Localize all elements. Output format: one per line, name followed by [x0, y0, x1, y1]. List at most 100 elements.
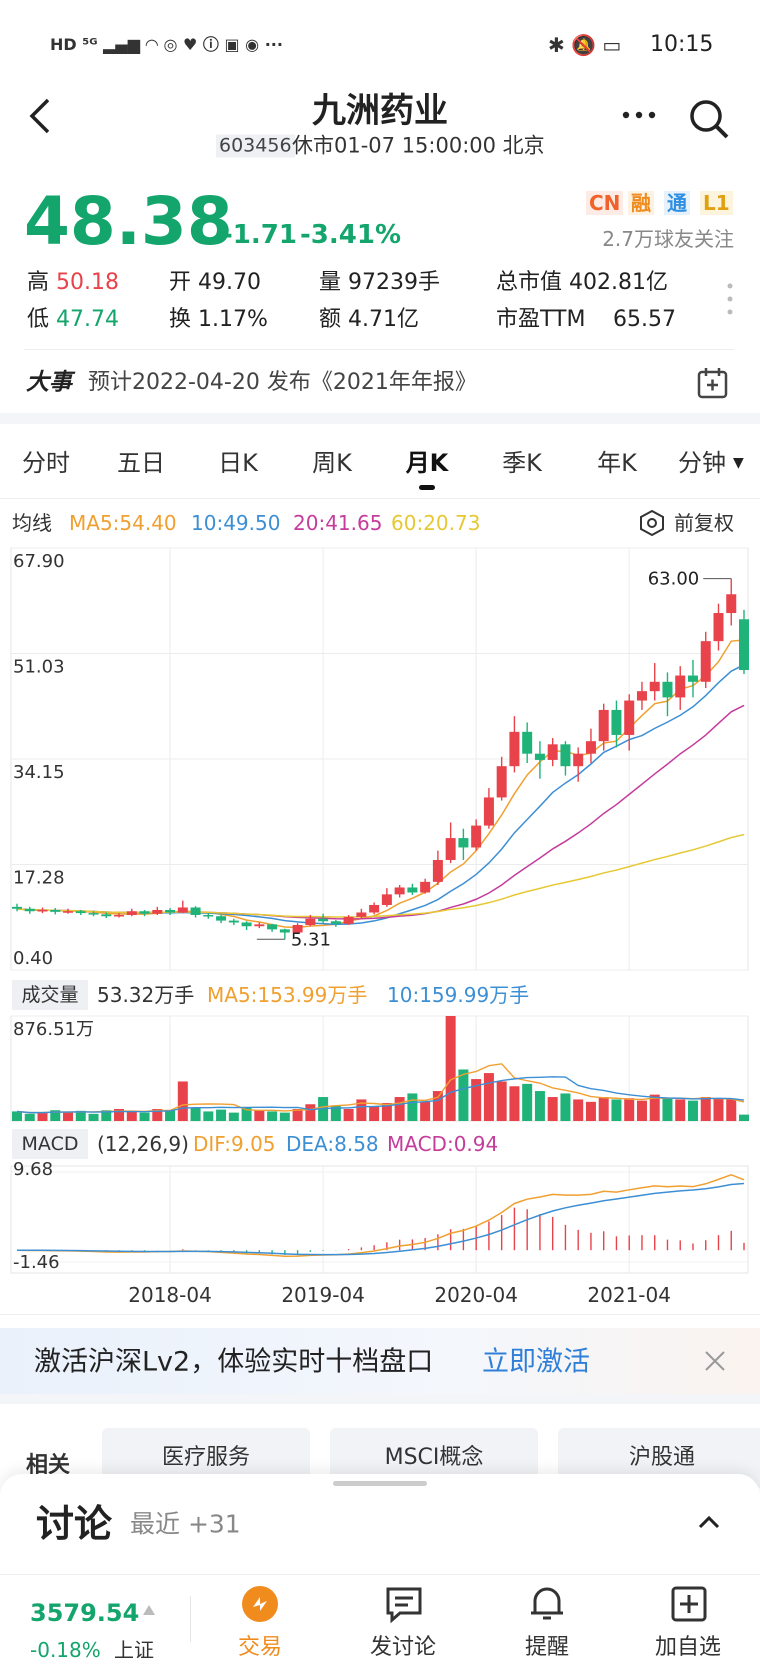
back-button[interactable]	[26, 96, 56, 136]
adjust-icon[interactable]	[638, 509, 666, 537]
x-tick-label: 2019-04	[281, 1283, 365, 1307]
price: 48.38	[24, 183, 233, 260]
status-sys-icons: ✱ 🔕 ▭	[548, 33, 622, 57]
candle-body	[114, 914, 125, 917]
volume-bar	[126, 1111, 137, 1121]
volume-bar	[407, 1093, 418, 1121]
macd-tick-label: 9.68	[13, 1159, 53, 1180]
tab[interactable]: 五日	[117, 449, 165, 477]
adjust-label[interactable]: 前复权	[674, 511, 734, 535]
macd-title: MACD	[12, 1129, 88, 1159]
candle-body	[12, 906, 22, 909]
candle-body	[471, 825, 482, 848]
tab-indicator	[419, 485, 435, 490]
candle-body	[394, 887, 405, 895]
clock: 10:15	[650, 32, 714, 57]
volume-bar	[292, 1109, 303, 1121]
stat-value: 65.57	[613, 307, 676, 332]
add-watch-icon[interactable]	[670, 1585, 708, 1623]
stat-label: 总市值	[496, 270, 563, 295]
tab[interactable]: 周K	[312, 449, 352, 477]
promo-action[interactable]: 立即激活	[482, 1346, 590, 1378]
stat-value: 50.18	[56, 270, 119, 295]
badge: 通	[664, 191, 690, 215]
tab[interactable]: 月K	[405, 449, 449, 477]
candle-body	[228, 920, 239, 923]
promo-banner[interactable]	[0, 1328, 760, 1394]
calendar-icon[interactable]	[696, 366, 730, 400]
nav-label[interactable]: 提醒	[524, 1635, 569, 1660]
nav-label[interactable]: 加自选	[654, 1635, 721, 1660]
ma-line	[16, 833, 745, 918]
candle-body	[63, 911, 74, 913]
candle-body	[662, 681, 673, 698]
volume-bar	[356, 1099, 367, 1121]
candle-body	[726, 594, 737, 614]
tab[interactable]: 分钟	[678, 449, 726, 477]
discussion-title: 讨论	[36, 1502, 113, 1546]
post-icon[interactable]	[384, 1585, 424, 1623]
ma-label: 均线	[12, 511, 52, 535]
tab[interactable]: 年K	[597, 449, 637, 477]
ma-line	[16, 664, 745, 926]
divider	[190, 1596, 191, 1642]
tab[interactable]: 日K	[218, 449, 258, 477]
volume-ma10: 10:159.99万手	[387, 983, 530, 1007]
nav-label[interactable]: 发讨论	[369, 1635, 436, 1660]
followers: 2.7万球友关注	[602, 227, 734, 251]
volume-bar	[381, 1103, 392, 1121]
section-gap	[0, 413, 760, 424]
discussion-sheet	[0, 1474, 760, 1680]
volume-bar	[624, 1098, 635, 1121]
nav-label[interactable]: 交易	[237, 1635, 282, 1660]
stats-more[interactable]	[726, 282, 734, 320]
stat-label: 开	[169, 270, 192, 295]
volume-bar	[483, 1073, 494, 1121]
volume-bar	[203, 1111, 214, 1121]
volume-bar	[649, 1094, 660, 1121]
expand-button[interactable]	[698, 1514, 720, 1530]
macd-dea: DEA:8.58	[286, 1132, 379, 1156]
candle-body	[126, 911, 137, 915]
candle-body	[611, 709, 622, 735]
x-tick-label: 2021-04	[587, 1283, 671, 1307]
candle-body	[292, 924, 303, 933]
index-value[interactable]: 3579.54	[30, 1599, 140, 1627]
volume-bar	[598, 1097, 609, 1121]
stat-label: 额	[319, 307, 342, 332]
discussion-recent: 最近 +31	[130, 1509, 241, 1539]
volume-bar	[50, 1110, 61, 1121]
related-label: 相关	[26, 1453, 71, 1478]
stat-label: 换	[169, 307, 192, 332]
ma-line	[16, 704, 745, 920]
macd-tick-label: -1.46	[13, 1252, 60, 1273]
search-button[interactable]	[688, 98, 732, 142]
volume-ma5: MA5:153.99万手	[207, 983, 368, 1007]
sheet-handle[interactable]	[333, 1481, 427, 1486]
candle-body	[50, 909, 61, 912]
price-change: -1.71	[222, 220, 297, 250]
candle-body	[624, 700, 635, 735]
stat-label: 市盈TTM	[496, 307, 586, 332]
volume-ma-line	[16, 1063, 745, 1114]
min-label: 5.31	[291, 929, 331, 950]
status-icons: HD ⁵ᴳ ▂▄▆ ◠ ◎ ♥ ⓘ ▣ ◉ ···	[50, 35, 283, 54]
ma-value: MA5:54.40	[69, 511, 177, 535]
y-tick-label: 67.90	[13, 551, 65, 572]
tab-dropdown[interactable]: ▼	[733, 455, 744, 471]
candle-body	[407, 887, 418, 893]
volume-bar	[139, 1112, 150, 1121]
trade-icon[interactable]	[241, 1585, 279, 1623]
volume-bar	[88, 1113, 99, 1121]
close-button[interactable]	[704, 1350, 726, 1372]
price-change-pct: -3.41%	[300, 220, 401, 250]
volume-bar	[662, 1098, 673, 1121]
tab[interactable]: 季K	[502, 449, 542, 477]
candle-body	[343, 916, 354, 924]
alert-icon[interactable]	[528, 1583, 566, 1623]
more-button[interactable]	[620, 108, 660, 122]
volume-bar	[432, 1091, 443, 1121]
candle-body	[739, 619, 749, 671]
volume-bar	[394, 1097, 405, 1121]
tab[interactable]: 分时	[22, 449, 70, 477]
